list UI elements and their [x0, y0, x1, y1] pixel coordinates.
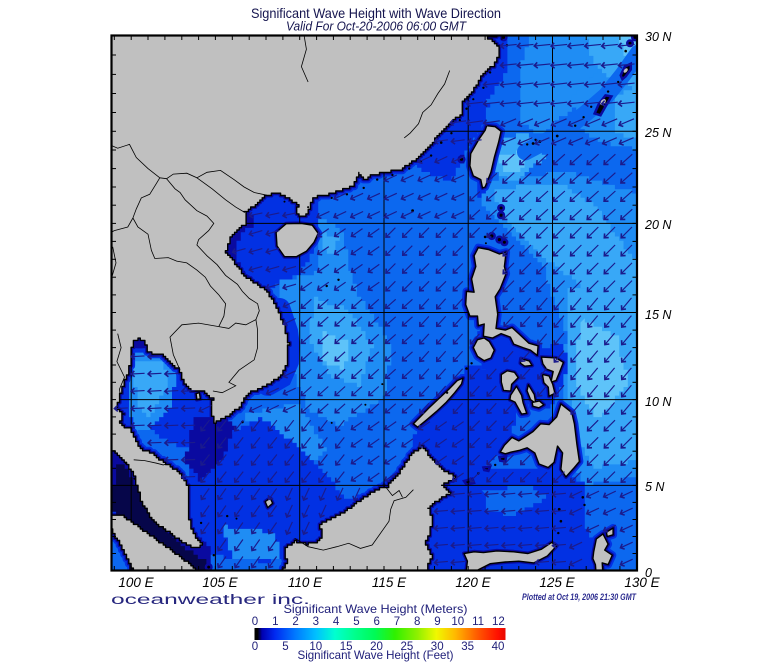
svg-text:0: 0 [252, 641, 258, 653]
svg-text:Significant Wave Height (Feet): Significant Wave Height (Feet) [298, 648, 454, 662]
svg-text:2: 2 [292, 616, 298, 628]
svg-text:5: 5 [353, 616, 359, 628]
svg-text:0: 0 [645, 566, 652, 580]
svg-text:5: 5 [282, 641, 288, 653]
svg-text:6: 6 [373, 616, 379, 628]
svg-text:0: 0 [252, 616, 258, 628]
svg-text:5 N: 5 N [645, 480, 665, 494]
svg-text:10: 10 [309, 641, 322, 653]
svg-text:120 E: 120 E [455, 575, 491, 590]
svg-text:8: 8 [414, 616, 420, 628]
svg-text:125 E: 125 E [539, 575, 575, 590]
svg-text:oceanweather inc.: oceanweather inc. [111, 592, 310, 607]
svg-text:7: 7 [394, 616, 400, 628]
svg-text:15: 15 [340, 641, 353, 653]
svg-text:130 E: 130 E [624, 575, 660, 590]
svg-text:100 E: 100 E [118, 575, 154, 590]
svg-text:12: 12 [492, 616, 505, 628]
svg-text:105 E: 105 E [202, 575, 238, 590]
svg-text:110 E: 110 E [288, 575, 323, 590]
svg-text:Valid For Oct-20-2006 06:00 GM: Valid For Oct-20-2006 06:00 GMT [286, 19, 467, 34]
svg-text:11: 11 [472, 616, 484, 628]
svg-text:30 N: 30 N [645, 30, 672, 44]
svg-text:10: 10 [451, 616, 464, 628]
svg-text:35: 35 [461, 641, 474, 653]
svg-text:25 N: 25 N [644, 126, 672, 140]
svg-text:1: 1 [272, 616, 278, 628]
svg-text:15 N: 15 N [645, 308, 672, 322]
svg-text:20 N: 20 N [644, 218, 672, 232]
svg-text:10 N: 10 N [645, 395, 672, 409]
svg-text:Plotted at Oct 19, 2006 21:30: Plotted at Oct 19, 2006 21:30 GMT [522, 592, 637, 603]
svg-text:30: 30 [431, 641, 444, 653]
svg-text:40: 40 [492, 641, 505, 653]
svg-text:115 E: 115 E [372, 575, 407, 590]
svg-text:3: 3 [313, 616, 319, 628]
svg-text:9: 9 [434, 616, 440, 628]
svg-text:Significant Wave Height (Meter: Significant Wave Height (Meters) [284, 602, 468, 616]
svg-text:20: 20 [370, 641, 383, 653]
svg-text:4: 4 [333, 616, 340, 628]
svg-text:25: 25 [401, 641, 414, 653]
svg-text:Significant Wave Height with W: Significant Wave Height with Wave Direct… [251, 5, 501, 21]
